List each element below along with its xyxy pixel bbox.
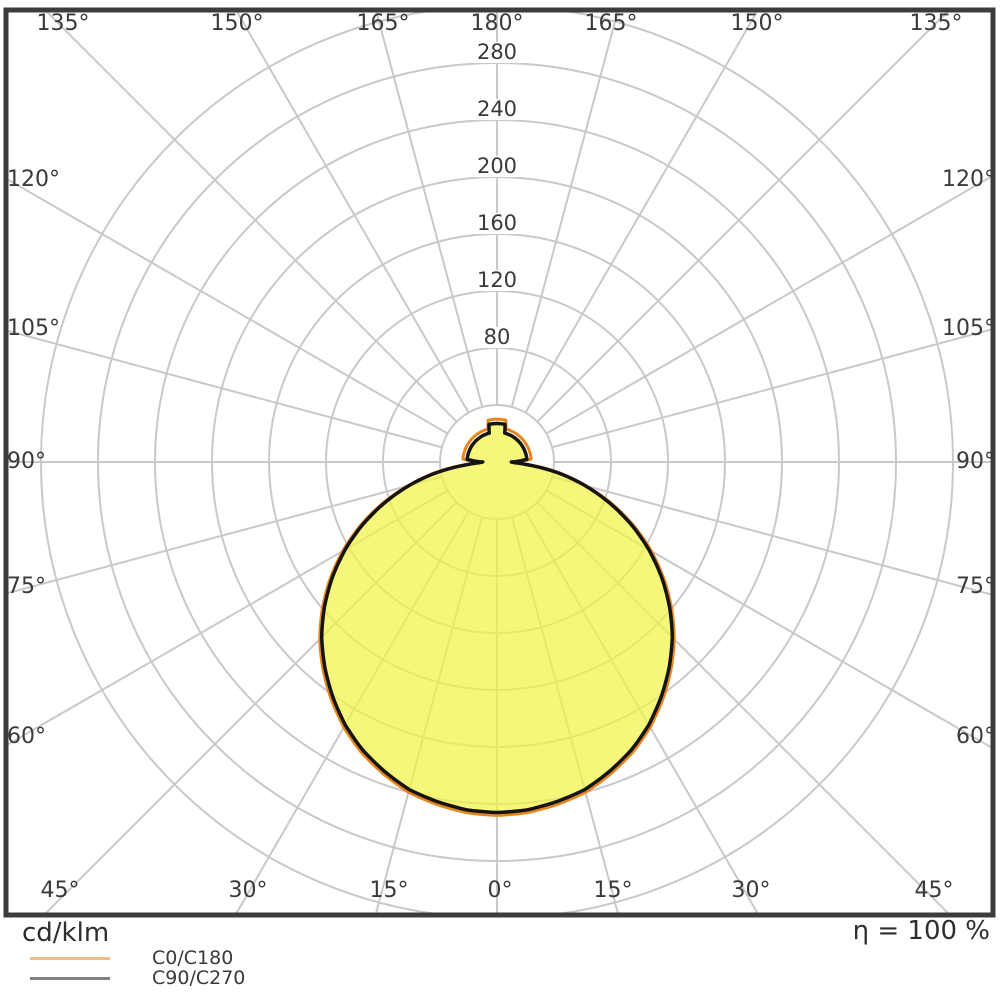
gamma-line <box>374 10 484 408</box>
angle-label: 105° <box>7 316 60 341</box>
gamma-line <box>6 177 449 435</box>
angle-label: 60° <box>956 724 995 749</box>
plot-frame <box>3 7 996 918</box>
angle-label: 135° <box>37 11 90 36</box>
gamma-line <box>524 10 760 414</box>
r-label-bg <box>470 156 524 177</box>
angle-label: 15° <box>594 878 633 903</box>
angle-label: 75° <box>7 574 46 599</box>
r-label-bg <box>470 270 524 291</box>
angle-label: 135° <box>910 11 963 36</box>
r-tick-label: 200 <box>477 154 517 178</box>
angle-label: 15° <box>370 878 409 903</box>
gamma-line <box>43 10 458 423</box>
gamma-line <box>545 174 993 435</box>
angle-label: 75° <box>956 574 995 599</box>
r-tick-label: 240 <box>477 97 517 121</box>
angle-label: 120° <box>7 167 60 192</box>
curves <box>318 417 676 817</box>
r-label-bg <box>470 327 524 348</box>
r-label-bg <box>470 42 524 63</box>
angle-label: 120° <box>942 167 995 192</box>
c90-c270-line-swatch <box>30 977 110 980</box>
angle-label: 180° <box>471 11 524 36</box>
legend-item-c0-c180: C0/C180 <box>0 948 600 968</box>
r-tick-labels: 80 120 160 200 240 280 <box>470 40 524 349</box>
gamma-line <box>6 329 443 449</box>
unit-label: cd/klm <box>22 918 110 948</box>
gamma-line <box>234 10 470 414</box>
r-label-bg <box>470 99 524 120</box>
legend-label: C90/C270 <box>152 967 246 989</box>
gamma-line <box>536 10 951 423</box>
angle-label: 90° <box>7 449 46 474</box>
r-grid-circle <box>40 10 954 915</box>
angle-label: 45° <box>915 878 954 903</box>
r-tick-label: 280 <box>477 40 517 64</box>
angle-label: 150° <box>211 11 264 36</box>
efficiency-label: η = 100 % <box>852 916 990 946</box>
angle-labels: 135° 150° 165° 180° 165° 150° 135° 45° 30° 15° 0° 1… <box>7 11 995 903</box>
legend: C0/C180 C90/C270 <box>0 948 600 988</box>
r-label-bg <box>470 213 524 234</box>
gamma-line <box>510 10 620 408</box>
r-tick-label: 120 <box>477 268 517 292</box>
angle-label: 150° <box>731 11 784 36</box>
angle-label: 60° <box>7 724 46 749</box>
angle-label: 165° <box>585 11 638 36</box>
angle-label: 30° <box>732 878 771 903</box>
angle-label: 45° <box>41 878 80 903</box>
gamma-line <box>6 475 443 595</box>
c90-c270-curve <box>319 421 675 815</box>
angle-label: 105° <box>942 316 995 341</box>
angle-label: 0° <box>488 878 513 903</box>
legend-label: C0/C180 <box>152 947 234 969</box>
angle-label: 30° <box>229 878 268 903</box>
gamma-line <box>551 328 993 449</box>
r-tick-label: 160 <box>477 211 517 235</box>
c0-c180-line-swatch <box>30 957 110 960</box>
angle-label: 90° <box>956 449 995 474</box>
angle-label: 165° <box>357 11 410 36</box>
gamma-line <box>551 475 993 596</box>
r-tick-label: 80 <box>484 325 511 349</box>
legend-item-c90-c270: C90/C270 <box>0 968 600 988</box>
